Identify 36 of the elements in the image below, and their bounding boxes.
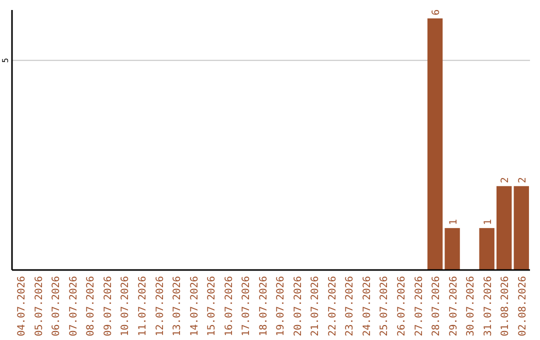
x-tick-label: 16.07.2026 (224, 276, 235, 336)
y-tick-label: 5 (1, 58, 10, 63)
x-tick-label: 29.07.2026 (448, 276, 460, 336)
x-tick-label: 09.07.2026 (102, 276, 114, 336)
x-tick-label: 26.07.2026 (396, 276, 408, 336)
x-tick-label: 27.07.2026 (414, 276, 425, 336)
data-label: 2 (517, 177, 528, 184)
data-label: 6 (431, 9, 442, 16)
x-tick-label: 11.07.2026 (138, 276, 148, 336)
x-tick-label: 08.07.2026 (86, 276, 97, 336)
x-tick-label: 12.07.2026 (154, 276, 166, 336)
x-tick-label: 01.08.2026 (500, 276, 512, 336)
x-tick-label: 14.07.2026 (189, 276, 200, 336)
x-tick-label: 25.07.2026 (379, 276, 390, 336)
x-tick-label: 21.07.2026 (310, 276, 322, 336)
x-tick-label: 13.07.2026 (172, 276, 184, 336)
x-tick-label: 22.07.2026 (327, 276, 338, 336)
x-tick-label: 02.08.2026 (517, 276, 528, 336)
x-tick-label: 28.07.2026 (431, 276, 442, 336)
x-tick-label: 31.07.2026 (482, 276, 494, 336)
x-tick-label: 06.07.2026 (51, 276, 62, 336)
x-tick-label: 17.07.2026 (241, 276, 252, 336)
x-tick-label: 04.07.2026 (16, 276, 28, 336)
x-tick-label: 24.07.2026 (362, 276, 373, 336)
x-tick-label: 10.07.2026 (120, 276, 132, 336)
data-label: 1 (482, 219, 494, 226)
x-tick-label: 20.07.2026 (292, 276, 304, 336)
x-tick-label: 18.07.2026 (258, 276, 270, 336)
x-tick-label: 07.07.2026 (68, 276, 80, 336)
x-tick-label: 05.07.2026 (34, 276, 45, 336)
data-label: 1 (448, 219, 460, 226)
x-tick-label: 19.07.2026 (276, 276, 287, 336)
data-label: 2 (500, 177, 512, 184)
x-tick-label: 15.07.2026 (206, 276, 218, 336)
x-tick-label: 30.07.2026 (466, 276, 477, 336)
x-tick-label: 23.07.2026 (344, 276, 356, 336)
